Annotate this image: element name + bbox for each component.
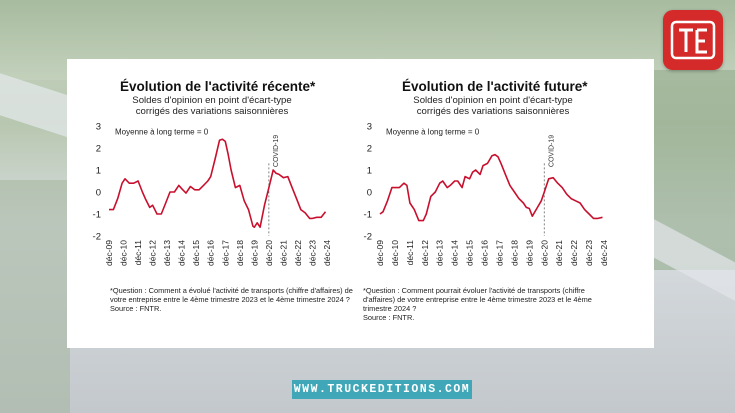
x-tick-label: déc-12 (420, 240, 430, 266)
y-tick-label: -1 (93, 210, 101, 221)
y-tick-label: 0 (367, 188, 372, 199)
footnote-line: Source : FNTR. (363, 313, 415, 322)
footnote: *Question : Comment a évolué l'activité … (110, 286, 353, 313)
x-tick-label: déc-22 (293, 240, 303, 266)
x-tick-label: déc-24 (599, 240, 609, 266)
x-tick-label: déc-11 (405, 240, 415, 266)
event-label: COVID-19 (548, 135, 555, 167)
x-tick-label: déc-15 (465, 240, 475, 266)
mean-annotation: Moyenne à long terme = 0 (386, 128, 480, 137)
footnote-line: votre entreprise entre le 4ème trimestre… (110, 295, 350, 304)
chart-subtitle: Soldes d'opinion en point d'écart-type (132, 95, 292, 106)
x-tick-label: déc-09 (375, 240, 385, 266)
y-tick-label: -2 (364, 232, 372, 243)
y-tick-label: 3 (96, 123, 101, 133)
y-tick-label: 2 (367, 144, 372, 155)
line-chart: -2 -1 0 1 2 3 déc-09 déc-10 déc-11 déc-12 déc-13 dé… (93, 123, 332, 266)
x-tick-label: déc-18 (235, 240, 245, 266)
y-tick-label: 3 (367, 123, 372, 133)
footnote-line: Source : FNTR. (110, 304, 162, 313)
line-chart: -2 -1 0 1 2 3 déc-09 déc-10 déc-11 déc-12 déc-13 dé… (364, 123, 609, 266)
y-tick-label: 1 (96, 166, 101, 177)
x-tick-label: déc-13 (162, 240, 172, 266)
x-tick-label: déc-10 (119, 240, 129, 266)
footnote: *Question : Comment pourrait évoluer l'a… (363, 286, 592, 322)
x-tick-label: déc-17 (494, 240, 504, 266)
x-tick-label: déc-23 (307, 240, 317, 266)
x-tick-label: déc-23 (584, 240, 594, 266)
chart-panel: Évolution de l'activité récente* Soldes … (67, 59, 654, 348)
series-line (379, 153, 603, 222)
x-tick-label: déc-19 (524, 240, 534, 266)
x-tick-label: déc-20 (539, 240, 549, 266)
chart-title: Évolution de l'activité récente* (120, 79, 316, 94)
x-tick-label: déc-14 (450, 240, 460, 266)
x-tick-label: déc-19 (249, 240, 259, 266)
x-tick-label: déc-17 (220, 240, 230, 266)
x-tick-label: déc-14 (177, 240, 187, 266)
y-tick-label: 1 (367, 166, 372, 177)
website-url-link[interactable]: WWW.TRUCKEDITIONS.COM (292, 380, 472, 399)
x-tick-label: déc-24 (322, 240, 332, 266)
x-tick-label: déc-22 (569, 240, 579, 266)
chart-subtitle: corrigés des variations saisonnières (416, 106, 570, 117)
mean-annotation: Moyenne à long terme = 0 (115, 128, 209, 137)
chart-subtitle: Soldes d'opinion en point d'écart-type (413, 95, 573, 106)
event-label: COVID-19 (273, 135, 280, 167)
y-tick-label: 0 (96, 188, 101, 199)
y-tick-label: -2 (93, 232, 101, 243)
x-tick-label: déc-12 (148, 240, 158, 266)
x-tick-label: déc-16 (480, 240, 490, 266)
y-tick-label: -1 (364, 210, 372, 221)
x-tick-label: déc-18 (509, 240, 519, 266)
x-tick-label: déc-21 (554, 240, 564, 266)
x-tick-label: déc-09 (104, 240, 114, 266)
x-tick-label: déc-21 (278, 240, 288, 266)
chart-subtitle: corrigés des variations saisonnières (135, 106, 289, 117)
x-tick-label: déc-10 (390, 240, 400, 266)
footnote-line: *Question : Comment a évolué l'activité … (110, 286, 353, 295)
footnote-line: *Question : Comment pourrait évoluer l'a… (363, 286, 585, 295)
x-tick-label: déc-15 (191, 240, 201, 266)
x-tick-label: déc-11 (133, 240, 143, 266)
footnote-line: trimestre 2024 ? (363, 304, 417, 313)
x-tick-label: déc-20 (264, 240, 274, 266)
footnote-line: d'affaires) de votre entreprise entre le… (363, 295, 592, 304)
series-line (109, 138, 327, 228)
y-tick-label: 2 (96, 144, 101, 155)
chart-title: Évolution de l'activité future* (402, 79, 588, 94)
truckeditions-logo-icon[interactable] (663, 10, 723, 70)
x-tick-label: déc-16 (206, 240, 216, 266)
x-tick-label: déc-13 (435, 240, 445, 266)
